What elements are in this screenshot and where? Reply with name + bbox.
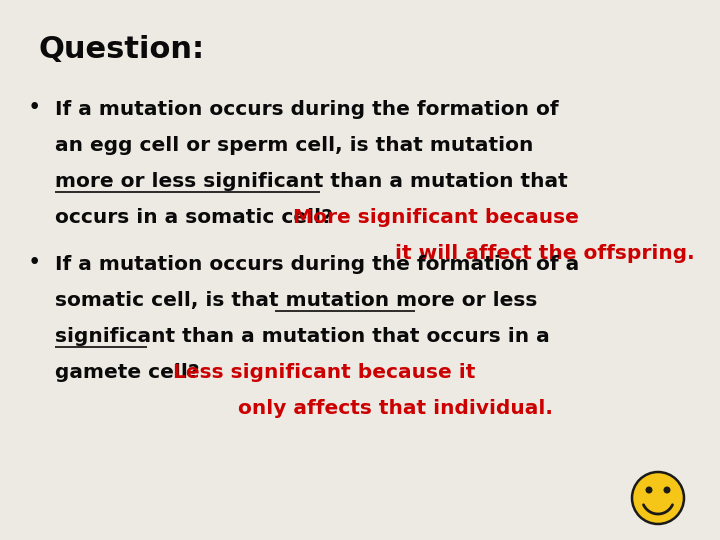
Text: significant than a mutation that occurs in a: significant than a mutation that occurs … bbox=[55, 327, 550, 346]
Text: •: • bbox=[28, 251, 41, 274]
Text: Question:: Question: bbox=[38, 35, 204, 64]
Text: occurs in a somatic cell?: occurs in a somatic cell? bbox=[55, 208, 340, 227]
Text: If a mutation occurs during the formation of a: If a mutation occurs during the formatio… bbox=[55, 255, 580, 274]
Text: •: • bbox=[28, 96, 41, 119]
Text: only affects that individual.: only affects that individual. bbox=[238, 399, 552, 418]
Text: somatic cell, is that mutation more or less: somatic cell, is that mutation more or l… bbox=[55, 291, 537, 310]
Text: If a mutation occurs during the formation of: If a mutation occurs during the formatio… bbox=[55, 100, 559, 119]
Text: it will affect the offspring.: it will affect the offspring. bbox=[395, 244, 695, 263]
Text: an egg cell or sperm cell, is that mutation: an egg cell or sperm cell, is that mutat… bbox=[55, 136, 534, 155]
Text: gamete cell?: gamete cell? bbox=[55, 363, 207, 382]
Text: more or less significant than a mutation that: more or less significant than a mutation… bbox=[55, 172, 568, 191]
Circle shape bbox=[665, 487, 670, 493]
Circle shape bbox=[632, 472, 684, 524]
Circle shape bbox=[647, 487, 652, 493]
Text: Less significant because it: Less significant because it bbox=[173, 363, 475, 382]
Text: More significant because: More significant because bbox=[293, 208, 579, 227]
